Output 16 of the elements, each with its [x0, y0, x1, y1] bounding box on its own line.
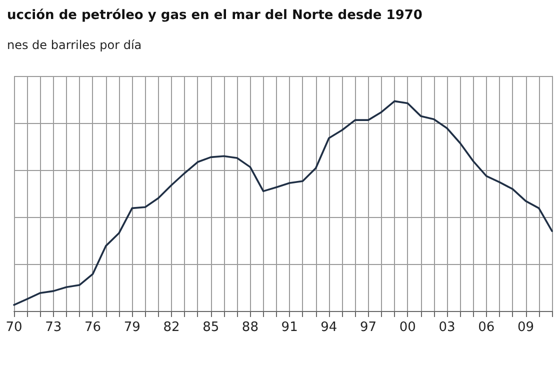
- x-tick-label: 97: [360, 320, 377, 335]
- x-tick-label: 85: [202, 320, 220, 335]
- x-tick-label: 70: [6, 320, 22, 335]
- x-tick-label: 76: [84, 320, 102, 335]
- x-tick-label: 06: [478, 320, 495, 335]
- x-tick-label: 03: [438, 320, 456, 335]
- chart-subtitle: nes de barriles por día: [7, 38, 142, 52]
- x-tick-label: 79: [124, 320, 140, 335]
- x-tick-label: 94: [320, 320, 338, 335]
- x-tick-label: 88: [242, 320, 258, 335]
- x-tick-label: 82: [163, 320, 180, 335]
- x-tick-label: 00: [399, 320, 416, 335]
- x-tick-label: 73: [45, 320, 62, 335]
- x-tick-label: 09: [517, 320, 534, 335]
- x-tick-label: 91: [281, 320, 298, 335]
- chart-title: ucción de petróleo y gas en el mar del Norte desde 1970: [7, 8, 422, 23]
